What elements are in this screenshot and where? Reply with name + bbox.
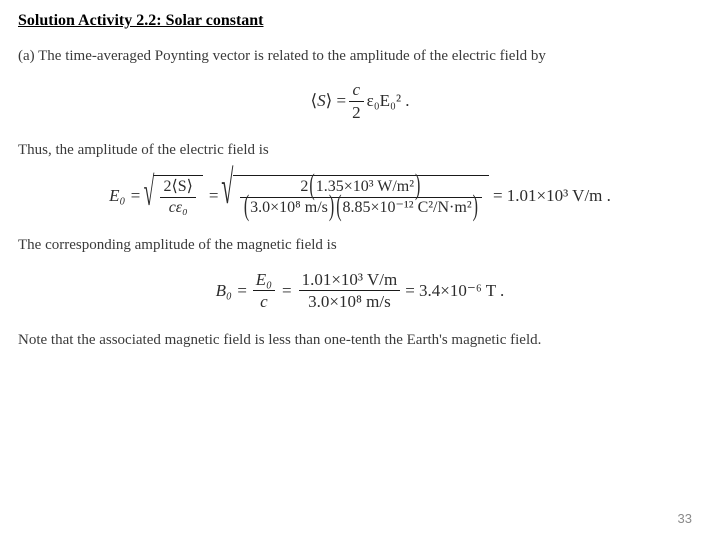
eq1-frac: c 2 bbox=[349, 80, 364, 122]
line-thus: Thus, the amplitude of the electric fiel… bbox=[18, 140, 702, 160]
angle-open: ⟨ bbox=[310, 91, 317, 111]
eq2-body: E₀ = √ 2⟨S⟩ cε₀ = √ 2(1.35× bbox=[109, 175, 611, 218]
eq3-lhs: B₀ = bbox=[216, 281, 248, 301]
eq3-frac2: 1.01×10³ V/m 3.0×10⁸ m/s bbox=[299, 270, 401, 312]
paren-open-icon: ( bbox=[336, 191, 341, 225]
eq2-sqrt-numeric: √ 2(1.35×10³ W/m²) (3.0×10⁸ m/s)(8.85×10… bbox=[224, 175, 488, 218]
equation-bfield: B₀ = E₀ c = 1.01×10³ V/m 3.0×10⁸ m/s = 3… bbox=[18, 270, 702, 312]
eq2-result: = 1.01×10³ V/m . bbox=[493, 186, 611, 206]
radical-icon: √ bbox=[144, 169, 155, 217]
eq2-f2-den: (3.0×10⁸ m/s)(8.85×10⁻¹² C²/N·m²) bbox=[240, 199, 482, 217]
eq2-sqrt-symbolic: √ 2⟨S⟩ cε₀ bbox=[145, 175, 203, 218]
page: Solution Activity 2.2: Solar constant (a… bbox=[0, 0, 720, 540]
eq2-den-b: 8.85×10⁻¹² C²/N·m² bbox=[343, 199, 472, 216]
page-number: 33 bbox=[678, 511, 692, 526]
equation-poynting: ⟨ S ⟩ = c 2 ε₀E₀² . bbox=[18, 80, 702, 122]
intro-text: The time-averaged Poynting vector is rel… bbox=[35, 48, 546, 64]
eq2-frac1: 2⟨S⟩ cε₀ bbox=[160, 178, 195, 218]
eq3-f2-den: 3.0×10⁸ m/s bbox=[305, 292, 394, 312]
eq3-f1-den: c bbox=[257, 292, 271, 312]
fraction-bar bbox=[253, 290, 275, 291]
eq3-mid1: = bbox=[282, 281, 292, 301]
eq2-den-a: 3.0×10⁸ m/s bbox=[250, 199, 328, 216]
eq2-lhs: E₀ = bbox=[109, 186, 141, 206]
fraction-bar bbox=[299, 290, 401, 291]
eq3-frac1: E₀ c bbox=[253, 270, 275, 312]
paren-open-icon: ( bbox=[309, 170, 314, 204]
eq2-f1-den: cε₀ bbox=[166, 199, 191, 217]
paren-close-icon: ) bbox=[329, 191, 334, 225]
eq2-radicand2: 2(1.35×10³ W/m²) (3.0×10⁸ m/s)(8.85×10⁻¹… bbox=[233, 175, 489, 218]
angle-close-eq: ⟩ = bbox=[326, 91, 346, 111]
eq2-f1-num: 2⟨S⟩ bbox=[160, 178, 195, 196]
eq2-frac2: 2(1.35×10³ W/m²) (3.0×10⁸ m/s)(8.85×10⁻¹… bbox=[240, 178, 482, 218]
eq2-f2-num: 2(1.35×10³ W/m²) bbox=[297, 178, 424, 196]
eq3-result: = 3.4×10⁻⁶ T . bbox=[405, 281, 504, 301]
part-label: (a) bbox=[18, 48, 35, 64]
eq2-num-coef: 2 bbox=[300, 178, 308, 195]
eq3-body: B₀ = E₀ c = 1.01×10³ V/m 3.0×10⁸ m/s = 3… bbox=[216, 270, 505, 312]
intro-line: (a) The time-averaged Poynting vector is… bbox=[18, 46, 702, 66]
line-bfield-intro: The corresponding amplitude of the magne… bbox=[18, 235, 702, 255]
eq1-num: c bbox=[350, 80, 364, 100]
eq1-den: 2 bbox=[349, 103, 364, 123]
fraction-bar bbox=[349, 101, 364, 102]
page-title: Solution Activity 2.2: Solar constant bbox=[18, 12, 702, 30]
eq3-f1-num: E₀ bbox=[253, 270, 275, 290]
radical-icon: √ bbox=[222, 161, 234, 217]
paren-close-icon: ) bbox=[473, 191, 478, 225]
eq2-eqmid: = bbox=[209, 186, 219, 206]
paren-open-icon: ( bbox=[244, 191, 249, 225]
fraction-bar bbox=[160, 197, 195, 198]
fraction-bar bbox=[240, 197, 482, 198]
eq2-radicand1: 2⟨S⟩ cε₀ bbox=[153, 175, 202, 218]
eq1-body: ⟨ S ⟩ = c 2 ε₀E₀² . bbox=[310, 80, 409, 122]
eq1-S: S bbox=[317, 91, 326, 111]
line-note: Note that the associated magnetic field … bbox=[18, 330, 702, 350]
equation-efield: E₀ = √ 2⟨S⟩ cε₀ = √ 2(1.35× bbox=[18, 175, 702, 218]
paren-close-icon: ) bbox=[415, 170, 420, 204]
eq3-f2-num: 1.01×10³ V/m bbox=[299, 270, 401, 290]
eq1-tail: ε₀E₀² . bbox=[367, 91, 410, 111]
